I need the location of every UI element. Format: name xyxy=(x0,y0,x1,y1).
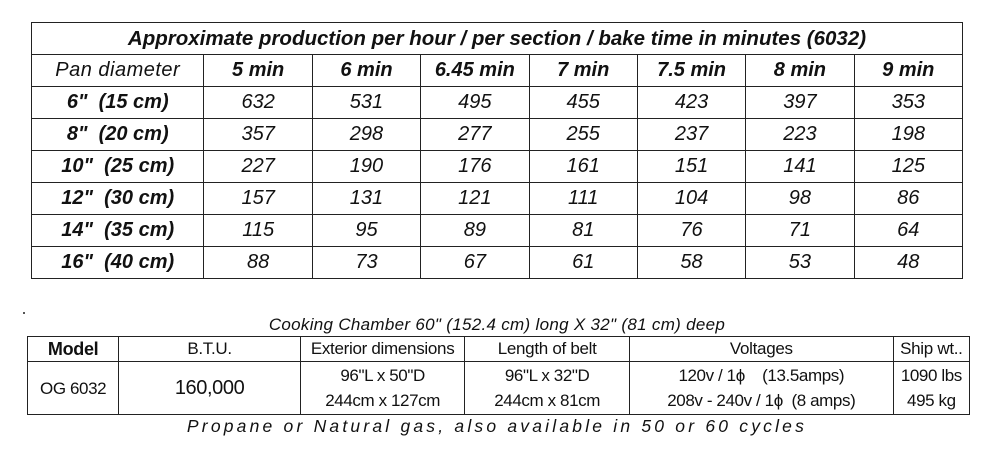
production-row: 8" (20 cm) 357 298 277 255 237 223 198 xyxy=(30,118,964,151)
production-value-cell: 277 xyxy=(420,118,530,151)
ship-lbs: 1090 lbs xyxy=(900,366,962,385)
stray-dot xyxy=(23,312,25,314)
production-value-cell: 353 xyxy=(853,86,964,119)
production-value-cell: 157 xyxy=(203,182,313,215)
belt-imperial: 96"L x 32"D xyxy=(504,366,590,385)
production-value-cell: 76 xyxy=(636,214,747,247)
pan-diameter-cell: 14" (35 cm) xyxy=(30,214,205,247)
production-value-cell: 111 xyxy=(528,182,638,215)
column-header: 6.45 min xyxy=(420,54,530,87)
exterior-metric: 244cm x 127cm xyxy=(325,391,441,410)
production-value-cell: 255 xyxy=(528,118,638,151)
column-header: 8 min xyxy=(745,54,855,87)
production-value-cell: 632 xyxy=(203,86,313,119)
belt-cell: 96"L x 32"D 244cm x 81cm xyxy=(464,361,630,415)
voltages-header: Voltages xyxy=(628,336,894,362)
column-header: 5 min xyxy=(203,54,313,87)
production-value-cell: 58 xyxy=(636,246,747,279)
production-value-cell: 223 xyxy=(745,118,855,151)
production-value-cell: 53 xyxy=(745,246,855,279)
production-value-cell: 176 xyxy=(420,150,530,183)
production-body: 6" (15 cm) 632 531 495 455 423 397 353 8" (20 cm… xyxy=(30,86,964,279)
belt-metric: 244cm x 81cm xyxy=(494,391,600,410)
production-value-cell: 121 xyxy=(420,182,530,215)
production-value-cell: 198 xyxy=(853,118,964,151)
production-value-cell: 190 xyxy=(311,150,422,183)
production-value-cell: 131 xyxy=(311,182,422,215)
pan-diameter-cell: 16" (40 cm) xyxy=(30,246,205,279)
pan-diameter-header: Pan diameter xyxy=(30,54,205,87)
ship-cell: 1090 lbs 495 kg xyxy=(892,361,971,415)
production-value-cell: 67 xyxy=(420,246,530,279)
production-value-cell: 531 xyxy=(311,86,422,119)
spec-row: OG 6032 160,000 96"L x 50"D 244cm x 127c… xyxy=(26,361,971,415)
production-value-cell: 161 xyxy=(528,150,638,183)
voltage-120: 120v / 1ϕ (13.5amps) xyxy=(678,366,845,385)
production-value-cell: 357 xyxy=(203,118,313,151)
spec-header-row: Model B.T.U. Exterior dimensions Length … xyxy=(26,336,971,362)
production-value-cell: 64 xyxy=(853,214,964,247)
production-value-cell: 115 xyxy=(203,214,313,247)
production-row: 10" (25 cm) 227 190 176 161 151 141 125 xyxy=(30,150,964,183)
production-title: Approximate production per hour / per se… xyxy=(31,22,963,55)
production-value-cell: 95 xyxy=(311,214,422,247)
production-value-cell: 73 xyxy=(311,246,422,279)
production-value-cell: 495 xyxy=(420,86,530,119)
production-value-cell: 151 xyxy=(636,150,747,183)
production-value-cell: 298 xyxy=(311,118,422,151)
production-value-cell: 71 xyxy=(745,214,855,247)
column-header: 6 min xyxy=(311,54,422,87)
production-value-cell: 237 xyxy=(636,118,747,151)
production-value-cell: 86 xyxy=(853,182,964,215)
ship-header: Ship wt.. xyxy=(892,336,971,362)
production-value-cell: 104 xyxy=(636,182,747,215)
footer-note: Propane or Natural gas, also available i… xyxy=(186,416,808,436)
pan-diameter-cell: 10" (25 cm) xyxy=(30,150,205,183)
column-header: 7.5 min xyxy=(636,54,747,87)
chamber-caption: Cooking Chamber 60" (152.4 cm) long X 32… xyxy=(268,315,726,334)
production-value-cell: 125 xyxy=(853,150,964,183)
production-row: 12" (30 cm) 157 131 121 111 104 98 86 xyxy=(30,182,964,215)
production-value-cell: 423 xyxy=(636,86,747,119)
column-header: 7 min xyxy=(528,54,638,87)
pan-diameter-cell: 12" (30 cm) xyxy=(30,182,205,215)
voltage-208-240: 208v - 240v / 1ϕ (8 amps) xyxy=(667,391,856,410)
pan-diameter-cell: 6" (15 cm) xyxy=(30,86,205,119)
production-value-cell: 89 xyxy=(420,214,530,247)
production-value-cell: 81 xyxy=(528,214,638,247)
pan-diameter-cell: 8" (20 cm) xyxy=(30,118,205,151)
exterior-header: Exterior dimensions xyxy=(299,336,466,362)
production-value-cell: 397 xyxy=(745,86,855,119)
production-row: 14" (35 cm) 115 95 89 81 76 71 64 xyxy=(30,214,964,247)
production-value-cell: 98 xyxy=(745,182,855,215)
production-value-cell: 61 xyxy=(528,246,638,279)
production-value-cell: 455 xyxy=(528,86,638,119)
production-table: Approximate production per hour / per se… xyxy=(30,22,964,279)
voltages-cell: 120v / 1ϕ (13.5amps) 208v - 240v / 1ϕ (8… xyxy=(628,361,894,415)
model-header: Model xyxy=(26,336,120,362)
column-header: 9 min xyxy=(853,54,964,87)
model-cell: OG 6032 xyxy=(26,361,120,415)
production-header-row: Pan diameter 5 min 6 min 6.45 min 7 min … xyxy=(30,54,964,87)
exterior-cell: 96"L x 50"D 244cm x 127cm xyxy=(299,361,466,415)
production-value-cell: 88 xyxy=(203,246,313,279)
production-value-cell: 48 xyxy=(853,246,964,279)
production-value-cell: 141 xyxy=(745,150,855,183)
btu-cell: 160,000 xyxy=(118,361,301,415)
exterior-imperial: 96"L x 50"D xyxy=(340,366,425,385)
spec-table: Model B.T.U. Exterior dimensions Length … xyxy=(26,336,971,415)
belt-header: Length of belt xyxy=(464,336,630,362)
ship-kg: 495 kg xyxy=(907,391,956,410)
btu-header: B.T.U. xyxy=(118,336,301,362)
production-value-cell: 227 xyxy=(203,150,313,183)
production-row: 6" (15 cm) 632 531 495 455 423 397 353 xyxy=(30,86,964,119)
production-row: 16" (40 cm) 88 73 67 61 58 53 48 xyxy=(30,246,964,279)
